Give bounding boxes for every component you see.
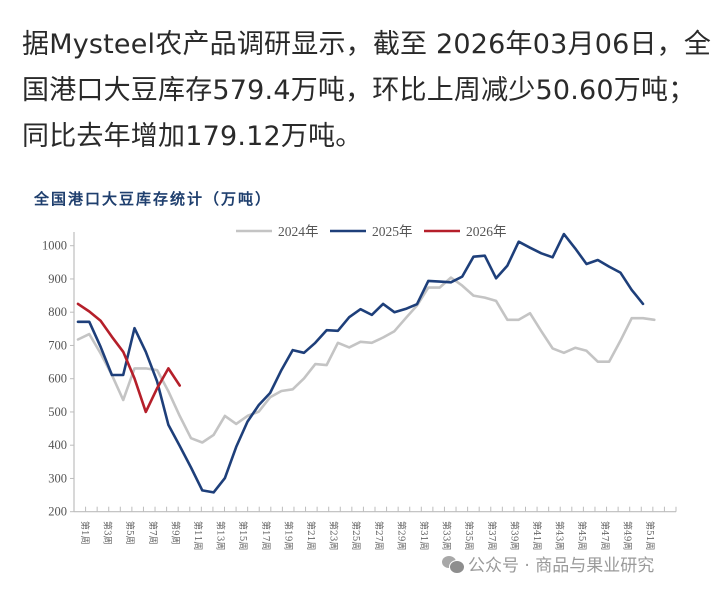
- x-tick-label: 第35周: [463, 521, 475, 550]
- legend-item: 2024年: [278, 224, 319, 239]
- x-tick-label: 第49周: [621, 521, 633, 550]
- x-tick-label: 第33周: [441, 521, 453, 550]
- y-tick-label: 1000: [42, 239, 67, 253]
- x-tick-label: 第5周: [124, 521, 136, 545]
- x-tick-label: 第29周: [395, 521, 407, 550]
- x-tick-label: 第15周: [237, 521, 249, 550]
- y-tick-label: 700: [48, 338, 67, 352]
- y-tick-label: 500: [48, 405, 67, 419]
- y-tick-label: 300: [48, 471, 67, 485]
- chart-series: [76, 232, 656, 494]
- x-tick-label: 第11周: [192, 521, 204, 550]
- x-tick-label: 第41周: [531, 521, 543, 550]
- watermark-text: 公众号 · 商品与果业研究: [468, 556, 655, 576]
- chart-title: 全国港口大豆库存统计（万吨）: [34, 190, 273, 208]
- x-tick-label: 第21周: [305, 521, 317, 550]
- x-tick-label: 第37周: [486, 521, 498, 550]
- y-axis: 200 300 400 500 600 700 800 900 1000: [42, 232, 75, 519]
- series-line: [76, 302, 181, 414]
- y-tick-label: 900: [48, 272, 67, 286]
- watermark: 公众号 · 商品与果业研究: [442, 551, 655, 576]
- x-tick-label: 第13周: [215, 521, 227, 550]
- x-tick-label: 第39周: [508, 521, 520, 550]
- x-tick-label: 第23周: [328, 521, 340, 550]
- series-line: [76, 232, 645, 494]
- y-tick-label: 400: [48, 438, 67, 452]
- x-tick-label: 第7周: [147, 521, 159, 545]
- x-tick-label: 第1周: [79, 521, 91, 545]
- wechat-icon: [442, 555, 465, 574]
- x-tick-label: 第31周: [418, 521, 430, 550]
- article-paragraph: 据Mysteel农产品调研显示，截至 2026年03月06日，全国港口大豆库存5…: [22, 29, 712, 152]
- x-tick-label: 第9周: [169, 521, 181, 545]
- x-tick-label: 第47周: [599, 521, 611, 550]
- x-tick-label: 第43周: [554, 521, 566, 550]
- x-tick-label: 第45周: [576, 521, 588, 550]
- x-tick-label: 第3周: [102, 521, 114, 545]
- y-tick-label: 200: [48, 505, 67, 519]
- x-tick-label: 第17周: [260, 521, 272, 550]
- x-tick-label: 第51周: [644, 521, 656, 550]
- y-tick-label: 600: [48, 372, 67, 386]
- series-line: [76, 276, 656, 444]
- legend-item: 2025年: [372, 224, 413, 239]
- x-tick-label: 第25周: [350, 521, 362, 550]
- legend-item: 2026年: [466, 224, 507, 239]
- chart-legend: 2024年 2025年 2026年: [236, 224, 507, 239]
- x-axis: 第1周 第3周 第5周 第7周 第9周 第11周 第13周 第15周 第17周 第19周 第21周第…: [73, 506, 677, 550]
- x-tick-label: 第19周: [282, 521, 294, 550]
- x-tick-label: 第27周: [373, 521, 385, 550]
- y-tick-label: 800: [48, 305, 67, 319]
